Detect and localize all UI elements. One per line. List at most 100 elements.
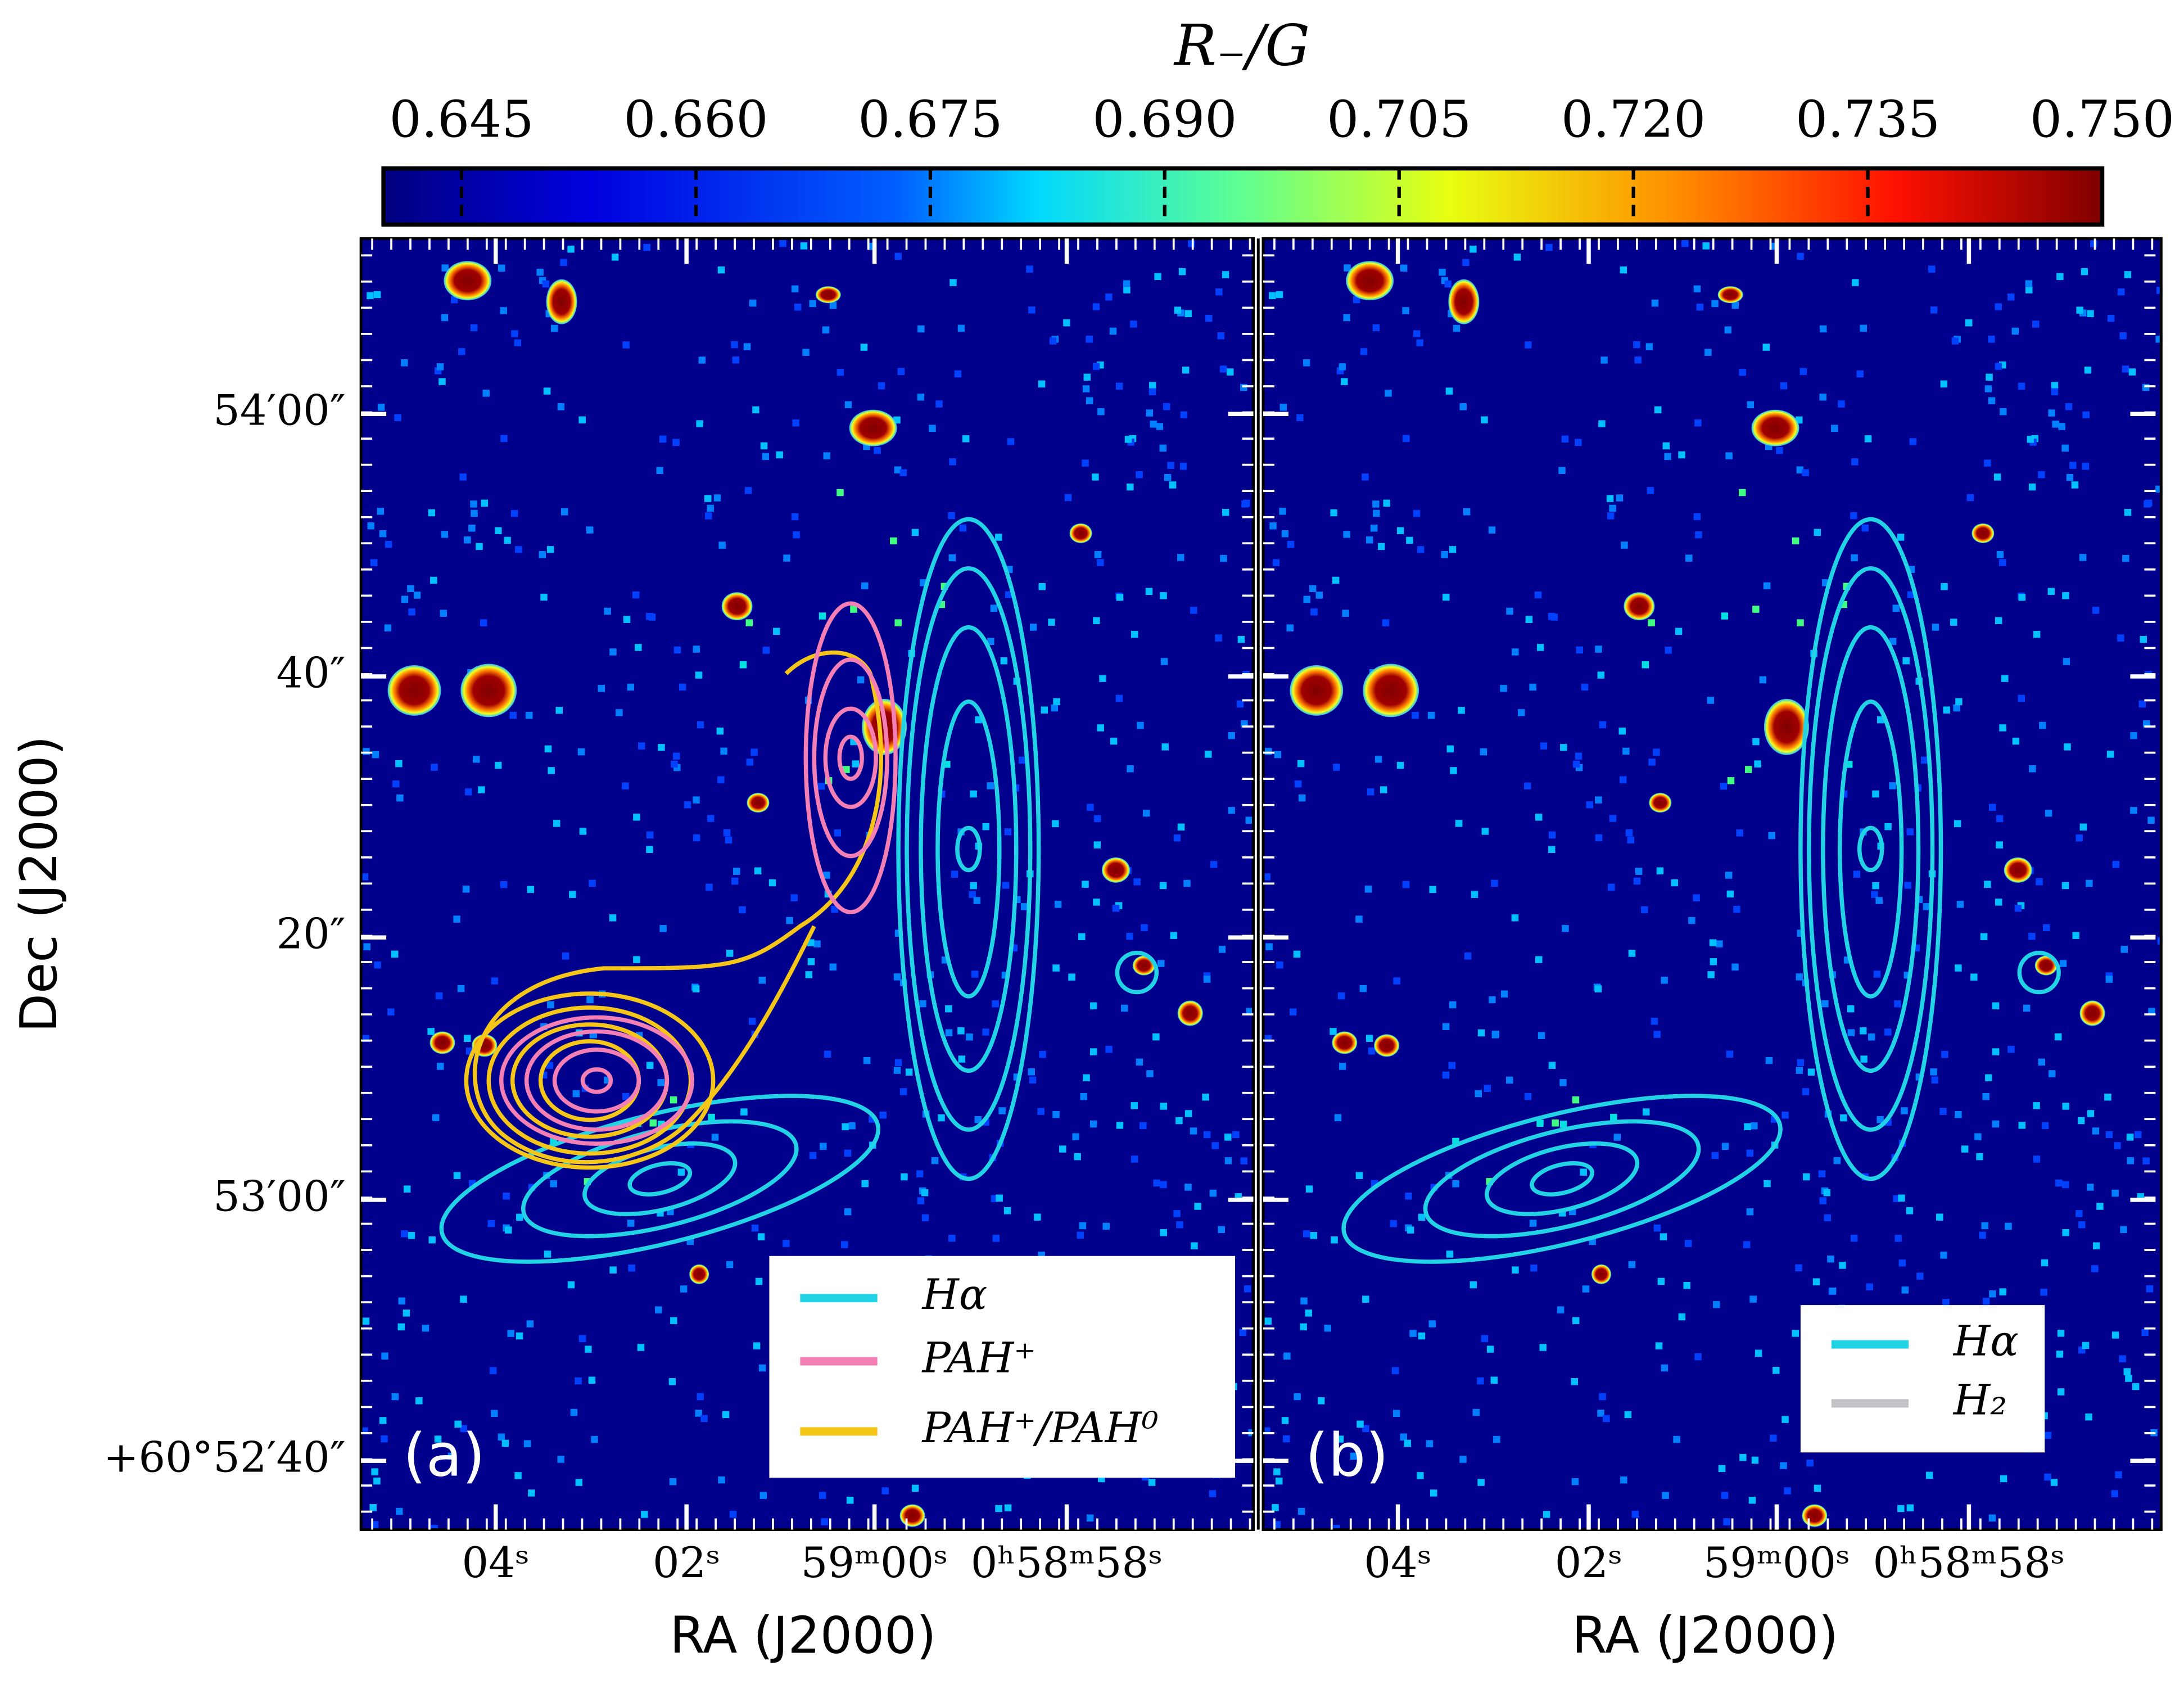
image-pixel bbox=[1512, 1266, 1519, 1274]
image-pixel bbox=[1131, 1102, 1138, 1109]
image-pixel bbox=[1402, 307, 1409, 314]
image-pixel bbox=[1671, 879, 1679, 887]
image-pixel bbox=[1840, 1114, 1847, 1122]
image-pixel bbox=[1209, 1490, 1217, 1497]
image-pixel bbox=[408, 608, 415, 616]
image-pixel bbox=[1160, 658, 1168, 665]
pah-ratio-contour bbox=[472, 650, 884, 1164]
image-pixel bbox=[1463, 508, 1471, 516]
image-pixel bbox=[1776, 447, 1783, 454]
image-pixel bbox=[973, 897, 981, 904]
image-pixel bbox=[403, 1185, 411, 1193]
image-pixel bbox=[1264, 1317, 1272, 1325]
image-pixel bbox=[1240, 383, 1247, 391]
image-pixel bbox=[1694, 1353, 1702, 1361]
image-pixel bbox=[363, 748, 370, 755]
image-pixel bbox=[1916, 1272, 1924, 1280]
image-pixel bbox=[1651, 1018, 1658, 1025]
image-pixel bbox=[1222, 509, 1229, 516]
image-pixel bbox=[762, 647, 770, 654]
image-pixel bbox=[1362, 1295, 1369, 1303]
image-pixel bbox=[627, 683, 635, 691]
image-pixel bbox=[1731, 963, 1739, 971]
image-pixel bbox=[2087, 310, 2094, 318]
image-pixel bbox=[500, 435, 508, 443]
image-pixel bbox=[1160, 1181, 1167, 1189]
colorbar-tick-label: 0.690 bbox=[1092, 91, 1237, 149]
image-pixel bbox=[1353, 296, 1360, 304]
image-pixel bbox=[713, 494, 721, 502]
image-pixel bbox=[516, 1332, 523, 1340]
image-pixel bbox=[1154, 273, 1161, 281]
image-pixel bbox=[1418, 1332, 1426, 1340]
image-pixel bbox=[1559, 1079, 1567, 1086]
source-blob bbox=[747, 793, 770, 813]
colorbar-tick-label: 0.705 bbox=[1327, 91, 1471, 149]
image-pixel bbox=[1548, 846, 1556, 854]
image-pixel bbox=[2076, 834, 2083, 842]
image-pixel bbox=[546, 546, 554, 553]
image-pixel bbox=[751, 1224, 759, 1232]
image-pixel bbox=[711, 1134, 719, 1141]
image-pixel bbox=[917, 394, 925, 401]
image-pixel bbox=[1955, 964, 1962, 972]
image-pixel bbox=[1859, 1027, 1867, 1035]
image-pixel bbox=[1341, 378, 1348, 385]
image-pixel bbox=[1573, 760, 1580, 768]
image-pixel bbox=[1661, 1364, 1668, 1372]
image-pixel bbox=[1660, 1233, 1667, 1240]
image-pixel bbox=[693, 834, 700, 842]
image-pixel bbox=[1754, 760, 1761, 767]
image-pixel bbox=[1115, 694, 1123, 702]
image-pixel bbox=[911, 529, 919, 536]
pah-contour bbox=[499, 1015, 694, 1146]
image-pixel bbox=[1449, 546, 1457, 553]
image-pixel bbox=[1429, 886, 1436, 893]
image-pixel bbox=[2084, 367, 2092, 374]
image-pixel bbox=[1430, 1489, 1437, 1497]
image-pixel bbox=[1310, 1232, 1318, 1239]
image-pixel bbox=[957, 1027, 965, 1035]
halpha-contour bbox=[1821, 625, 1921, 1073]
image-pixel bbox=[498, 1433, 505, 1441]
image-pixel bbox=[384, 624, 392, 631]
image-pixel bbox=[1651, 299, 1659, 307]
image-pixel bbox=[1222, 271, 1229, 278]
image-pixel bbox=[1303, 359, 1310, 367]
image-pixel bbox=[670, 1096, 677, 1104]
image-pixel bbox=[1763, 582, 1771, 590]
image-pixel bbox=[1477, 1029, 1485, 1037]
image-pixel bbox=[1739, 1453, 1747, 1461]
halpha-contour bbox=[1857, 825, 1884, 873]
image-pixel bbox=[1492, 1031, 1499, 1038]
image-pixel bbox=[1455, 820, 1463, 827]
image-pixel bbox=[1545, 243, 1553, 251]
image-pixel bbox=[1524, 782, 1531, 789]
image-pixel bbox=[783, 1240, 790, 1247]
image-pixel bbox=[363, 943, 370, 951]
image-pixel bbox=[1871, 891, 1878, 899]
image-pixel bbox=[1079, 1222, 1087, 1230]
image-pixel bbox=[1678, 1313, 1686, 1321]
image-pixel bbox=[894, 252, 902, 260]
image-pixel bbox=[478, 786, 485, 793]
image-pixel bbox=[1093, 841, 1101, 848]
image-pixel bbox=[1861, 524, 1869, 532]
image-pixel bbox=[668, 1378, 676, 1385]
image-pixel bbox=[1202, 1093, 1209, 1101]
image-pixel bbox=[1812, 1278, 1820, 1285]
image-pixel bbox=[1942, 1299, 1950, 1306]
image-pixel bbox=[1097, 408, 1105, 416]
colorbar-tick-label: 0.645 bbox=[389, 91, 533, 149]
image-pixel bbox=[374, 961, 381, 969]
image-pixel bbox=[878, 382, 885, 390]
image-pixel bbox=[2132, 1383, 2140, 1390]
image-pixel bbox=[672, 752, 680, 760]
image-pixel bbox=[1726, 1050, 1734, 1058]
image-pixel bbox=[609, 648, 617, 656]
image-pixel bbox=[1303, 595, 1310, 603]
image-pixel bbox=[557, 403, 565, 410]
image-pixel bbox=[1524, 1092, 1532, 1100]
image-pixel bbox=[379, 1417, 387, 1424]
image-pixel bbox=[1205, 314, 1213, 322]
